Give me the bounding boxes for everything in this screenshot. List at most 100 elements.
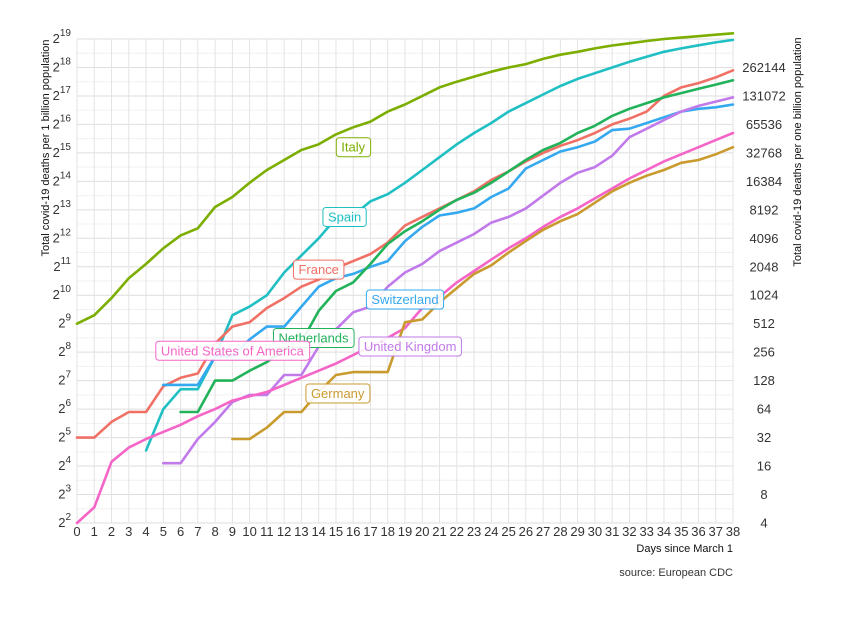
y-right-tick-label: 4 bbox=[760, 516, 767, 531]
series-label-spain: Spain bbox=[322, 206, 367, 227]
x-tick-label: 5 bbox=[160, 524, 167, 539]
x-tick-label: 6 bbox=[177, 524, 184, 539]
x-tick-label: 25 bbox=[501, 524, 515, 539]
y-left-tick-label: 22 bbox=[58, 512, 71, 530]
x-tick-label: 32 bbox=[622, 524, 636, 539]
x-axis-label: Days since March 1 bbox=[636, 543, 733, 555]
x-tick-label: 28 bbox=[553, 524, 567, 539]
x-tick-label: 9 bbox=[229, 524, 236, 539]
y-left-tick-label: 216 bbox=[53, 113, 72, 131]
x-tick-label: 15 bbox=[329, 524, 343, 539]
x-tick-label: 34 bbox=[657, 524, 671, 539]
svg-text:Italy: Italy bbox=[341, 140, 365, 155]
y-right-tick-label: 16 bbox=[757, 459, 771, 474]
x-tick-label: 16 bbox=[346, 524, 360, 539]
x-tick-label: 21 bbox=[432, 524, 446, 539]
y-right-tick-label: 131072 bbox=[742, 88, 785, 103]
y-left-tick-label: 28 bbox=[58, 341, 71, 359]
series-label-united-states-of-america: United States of America bbox=[155, 340, 311, 361]
y-right-tick-label: 128 bbox=[753, 373, 775, 388]
series-label-switzerland: Switzerland bbox=[365, 289, 445, 310]
x-tick-label: 19 bbox=[398, 524, 412, 539]
svg-text:Spain: Spain bbox=[328, 209, 361, 224]
y-right-tick-label: 64 bbox=[757, 402, 771, 417]
y-right-tick-label: 32 bbox=[757, 430, 771, 445]
y-left-axis-ticks: 22 23 24 25 26 27 28 29 210 211 212 213 214 215 216 217… bbox=[53, 28, 72, 530]
y-left-tick-label: 211 bbox=[53, 256, 71, 274]
series-line-france bbox=[75, 69, 735, 439]
y-right-tick-label: 16384 bbox=[746, 174, 782, 189]
y-left-tick-label: 25 bbox=[58, 427, 71, 445]
y-left-tick-label: 212 bbox=[53, 227, 72, 245]
x-tick-label: 37 bbox=[709, 524, 723, 539]
y-left-axis-label: Total covid-19 deaths per 1 billion popu… bbox=[40, 39, 52, 256]
x-tick-label: 24 bbox=[484, 524, 498, 539]
x-tick-label: 12 bbox=[277, 524, 291, 539]
series-line-united-states-of-america bbox=[75, 131, 735, 525]
x-tick-label: 35 bbox=[674, 524, 688, 539]
x-tick-label: 36 bbox=[691, 524, 705, 539]
series-labels: ItalySpainFranceSwitzerlandNetherlandsUn… bbox=[155, 137, 462, 404]
y-right-axis-label: Total covid-19 deaths per one billion po… bbox=[792, 37, 804, 266]
y-left-tick-label: 215 bbox=[53, 142, 72, 160]
y-right-tick-label: 8 bbox=[760, 487, 767, 502]
x-tick-label: 7 bbox=[194, 524, 201, 539]
y-right-tick-label: 32768 bbox=[746, 145, 782, 160]
x-tick-label: 23 bbox=[467, 524, 481, 539]
y-right-tick-label: 65536 bbox=[746, 117, 782, 132]
grid-major bbox=[76, 38, 734, 524]
x-tick-label: 4 bbox=[142, 524, 149, 539]
x-tick-label: 33 bbox=[639, 524, 653, 539]
series-line-italy bbox=[75, 31, 735, 325]
x-tick-label: 22 bbox=[450, 524, 464, 539]
x-tick-label: 1 bbox=[91, 524, 98, 539]
y-left-tick-label: 210 bbox=[53, 284, 72, 302]
x-tick-label: 26 bbox=[519, 524, 533, 539]
y-right-tick-label: 2048 bbox=[750, 259, 779, 274]
y-left-tick-label: 214 bbox=[53, 170, 72, 188]
svg-text:Switzerland: Switzerland bbox=[371, 292, 438, 307]
y-right-tick-label: 512 bbox=[753, 316, 775, 331]
x-tick-label: 14 bbox=[311, 524, 325, 539]
y-right-tick-label: 4096 bbox=[750, 231, 779, 246]
x-tick-label: 0 bbox=[73, 524, 80, 539]
y-right-tick-label: 1024 bbox=[750, 288, 779, 303]
x-tick-label: 38 bbox=[726, 524, 740, 539]
y-left-tick-label: 24 bbox=[58, 455, 71, 473]
source-note: source: European CDC bbox=[619, 567, 733, 579]
y-left-tick-label: 213 bbox=[53, 199, 72, 217]
svg-text:United States of America: United States of America bbox=[161, 343, 305, 358]
series-label-italy: Italy bbox=[335, 137, 372, 158]
y-left-tick-label: 27 bbox=[58, 370, 71, 388]
y-right-tick-label: 8192 bbox=[750, 202, 779, 217]
x-tick-label: 17 bbox=[363, 524, 377, 539]
x-tick-label: 3 bbox=[125, 524, 132, 539]
y-right-axis-ticks: 4 8 16 32 64 128 256 512 1024 2048 4096 8192 16384 32… bbox=[742, 60, 785, 531]
y-right-tick-label: 256 bbox=[753, 345, 775, 360]
x-tick-label: 11 bbox=[260, 524, 274, 539]
y-left-tick-label: 219 bbox=[53, 28, 72, 46]
series-line-spain bbox=[144, 38, 735, 452]
x-tick-label: 31 bbox=[605, 524, 619, 539]
y-left-tick-label: 23 bbox=[58, 484, 71, 502]
x-tick-label: 8 bbox=[211, 524, 218, 539]
y-right-tick-label: 262144 bbox=[742, 60, 785, 75]
y-left-tick-label: 218 bbox=[53, 56, 72, 74]
x-tick-label: 2 bbox=[108, 524, 115, 539]
x-axis-ticks: 0 1 2 3 4 5 6 7 8 9 10 11 12 13 14 15 16 17 18 19 20 21 22 23 24… bbox=[73, 524, 740, 539]
series-label-france: France bbox=[292, 259, 345, 280]
series-label-germany: Germany bbox=[305, 383, 371, 404]
x-tick-label: 13 bbox=[294, 524, 308, 539]
x-tick-label: 10 bbox=[242, 524, 256, 539]
svg-text:France: France bbox=[298, 262, 338, 277]
x-tick-label: 20 bbox=[415, 524, 429, 539]
x-tick-label: 29 bbox=[570, 524, 584, 539]
series-line-switzerland bbox=[162, 103, 735, 387]
y-left-tick-label: 29 bbox=[58, 313, 71, 331]
x-tick-label: 27 bbox=[536, 524, 550, 539]
x-tick-label: 30 bbox=[588, 524, 602, 539]
y-left-tick-label: 26 bbox=[58, 398, 71, 416]
x-tick-label: 18 bbox=[381, 524, 395, 539]
y-left-tick-label: 217 bbox=[53, 85, 72, 103]
